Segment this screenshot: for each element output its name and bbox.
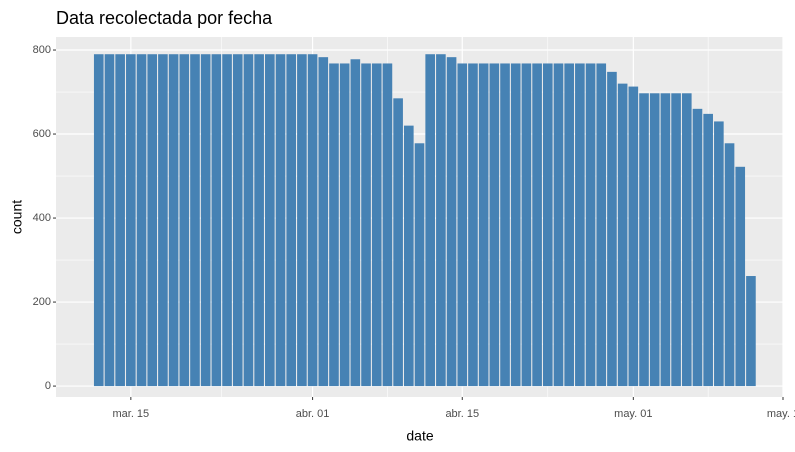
bar xyxy=(168,54,179,387)
bar xyxy=(532,63,542,387)
x-tick-label: abr. 15 xyxy=(445,408,479,420)
bar xyxy=(361,63,371,387)
bar xyxy=(735,166,746,387)
bar xyxy=(575,63,585,387)
bar xyxy=(222,54,232,387)
bar xyxy=(243,54,254,387)
bar xyxy=(371,63,382,387)
y-tick-label: 200 xyxy=(33,296,51,308)
bar xyxy=(93,54,104,387)
x-tick-label: mar. 15 xyxy=(112,408,149,420)
bar xyxy=(275,54,286,387)
bar xyxy=(628,86,639,387)
x-tick-label: may. 1 xyxy=(767,408,795,420)
bar xyxy=(542,63,553,387)
bar xyxy=(104,54,115,387)
bar xyxy=(681,93,692,387)
bar xyxy=(564,63,574,387)
bar xyxy=(190,54,200,387)
bar xyxy=(489,63,500,387)
bar xyxy=(286,54,297,387)
bar xyxy=(265,54,275,387)
bar xyxy=(596,63,607,387)
bar xyxy=(478,63,489,387)
bar xyxy=(115,54,125,387)
chart-title: Data recolectada por fecha xyxy=(56,8,273,28)
bar xyxy=(179,54,190,387)
bar xyxy=(211,54,222,387)
bar xyxy=(607,71,617,387)
y-tick-label: 800 xyxy=(33,44,51,56)
bar xyxy=(436,54,446,387)
bar xyxy=(521,63,532,387)
bar xyxy=(403,125,414,387)
bar xyxy=(510,63,521,387)
x-axis-title: date xyxy=(406,428,433,444)
bar xyxy=(457,63,468,387)
bar xyxy=(500,63,510,387)
bar xyxy=(414,143,425,387)
bar xyxy=(639,93,649,387)
bar xyxy=(425,54,436,387)
x-tick-label: abr. 01 xyxy=(296,408,330,420)
bar xyxy=(318,57,329,387)
bar xyxy=(329,63,339,387)
bar xyxy=(126,54,136,387)
bar xyxy=(393,98,403,387)
y-tick-label: 400 xyxy=(33,212,51,224)
bar xyxy=(297,54,307,387)
bar xyxy=(746,276,756,387)
bar xyxy=(692,108,703,387)
bar xyxy=(307,54,318,387)
bar xyxy=(553,63,564,387)
bar xyxy=(671,93,681,387)
y-tick-label: 600 xyxy=(33,128,51,140)
bar xyxy=(649,93,660,387)
bar xyxy=(617,83,628,387)
bar xyxy=(254,54,264,387)
x-tick-label: may. 01 xyxy=(614,408,652,420)
bar xyxy=(147,54,158,387)
bar xyxy=(714,121,724,387)
bar xyxy=(232,54,243,387)
y-axis-title: count xyxy=(9,200,25,234)
bar xyxy=(339,63,350,387)
bar xyxy=(468,63,478,387)
bar xyxy=(158,54,168,387)
y-tick-label: 0 xyxy=(45,380,51,392)
bar xyxy=(382,63,393,387)
bar xyxy=(703,113,713,387)
bar xyxy=(200,54,211,387)
bar xyxy=(446,57,457,387)
bar xyxy=(350,59,361,387)
bar xyxy=(660,93,671,387)
bar xyxy=(585,63,596,387)
bar xyxy=(136,54,147,387)
bar xyxy=(724,143,735,387)
